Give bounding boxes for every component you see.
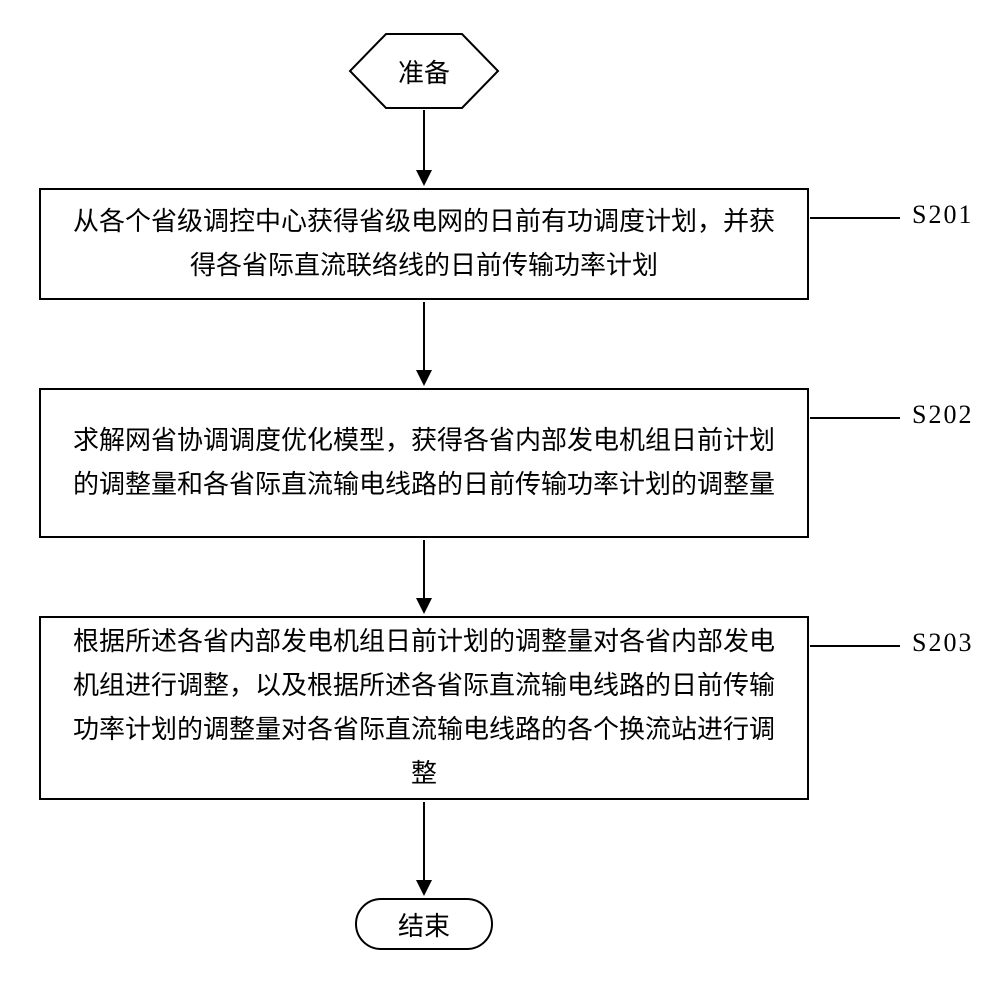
step-s203-text: 根据所述各省内部发电机组日前计划的调整量对各省内部发电机组进行调整，以及根据所述… (61, 620, 787, 797)
step-s201-label: S201 (912, 200, 973, 230)
step-s201-text: 从各个省级调控中心获得省级电网的日前有功调度计划，并获得各省际直流联络线的日前传… (61, 200, 787, 288)
start-label: 准备 (398, 53, 450, 90)
end-label: 结束 (398, 906, 450, 943)
step-s202: 求解网省协调调度优化模型，获得各省内部发电机组日前计划的调整量和各省际直流输电线… (39, 388, 809, 538)
step-s201: 从各个省级调控中心获得省级电网的日前有功调度计划，并获得各省际直流联络线的日前传… (39, 188, 809, 300)
end-node: 结束 (355, 898, 493, 950)
step-s202-label: S202 (912, 400, 973, 430)
flowchart-canvas: 准备 从各个省级调控中心获得省级电网的日前有功调度计划，并获得各省际直流联络线的… (0, 0, 1000, 986)
start-node: 准备 (348, 32, 500, 110)
step-s202-text: 求解网省协调调度优化模型，获得各省内部发电机组日前计划的调整量和各省际直流输电线… (61, 419, 787, 507)
step-s203: 根据所述各省内部发电机组日前计划的调整量对各省内部发电机组进行调整，以及根据所述… (39, 616, 809, 800)
step-s203-label: S203 (912, 628, 973, 658)
